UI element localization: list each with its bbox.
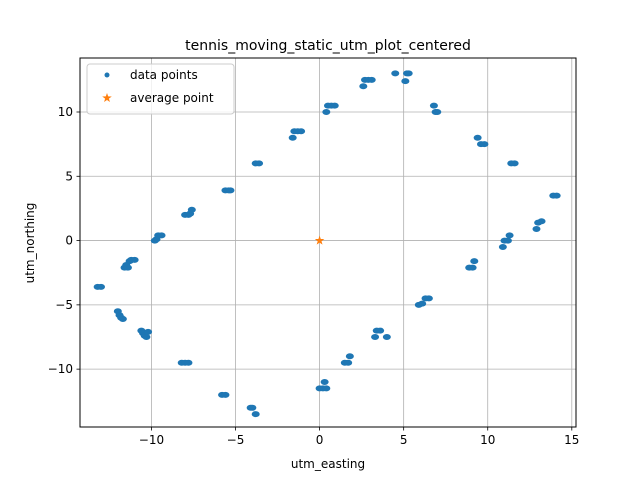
- x-tick-label: 15: [564, 433, 579, 447]
- data-point: [157, 232, 166, 239]
- x-tick-label: 0: [316, 433, 324, 447]
- data-point: [221, 391, 230, 398]
- legend-box: [86, 63, 235, 115]
- data-point: [376, 327, 385, 334]
- chart-title: tennis_moving_static_utm_plot_centered: [185, 38, 471, 54]
- data-point: [404, 70, 413, 77]
- data-point: [510, 160, 519, 167]
- data-point: [418, 300, 427, 307]
- y-tick-label: 5: [65, 169, 73, 183]
- data-point: [537, 218, 546, 225]
- data-point: [382, 334, 391, 340]
- legend: data points average point: [86, 63, 235, 115]
- data-point: [251, 411, 260, 418]
- data-point: [123, 264, 132, 271]
- data-point: [322, 109, 331, 115]
- plot-frame: [79, 57, 577, 428]
- legend-marker-average-point: [102, 93, 112, 103]
- y-tick-label: 0: [65, 234, 73, 248]
- data-point: [226, 187, 235, 194]
- data-point: [503, 237, 512, 244]
- data-point: [344, 359, 353, 366]
- data-point: [97, 283, 106, 290]
- x-tick-label: 5: [400, 433, 408, 447]
- data-point: [118, 316, 127, 322]
- y-axis-label: utm_northing: [23, 203, 37, 284]
- legend-label-data-points: data points: [130, 68, 198, 82]
- y-tick-label: −10: [48, 362, 73, 376]
- data-point: [130, 256, 139, 263]
- x-tick-label: −10: [139, 433, 164, 447]
- data-point: [473, 134, 482, 141]
- data-point: [255, 160, 264, 167]
- data-point: [367, 76, 376, 83]
- data-point: [401, 78, 410, 85]
- data-point: [345, 353, 354, 360]
- data-point: [288, 134, 297, 141]
- y-tick-label: −5: [55, 298, 73, 312]
- data-point: [187, 206, 196, 213]
- data-point: [391, 70, 400, 77]
- data-marks: [93, 70, 561, 418]
- data-point: [297, 128, 306, 135]
- data-point: [184, 359, 193, 366]
- data-point: [359, 83, 368, 90]
- data-point: [330, 102, 339, 109]
- data-point: [142, 334, 151, 340]
- legend-marker-data-points: [104, 72, 110, 78]
- data-point: [470, 258, 479, 265]
- x-tick-label: 10: [480, 433, 495, 447]
- data-point: [371, 334, 380, 340]
- data-point: [424, 295, 433, 302]
- data-point: [505, 232, 514, 239]
- x-axis-label: utm_easting: [291, 457, 365, 471]
- data-point: [433, 109, 442, 115]
- data-point: [322, 385, 331, 392]
- y-tick-label: 10: [58, 105, 73, 119]
- legend-label-average-point: average point: [130, 91, 214, 105]
- x-tick-label: −5: [227, 433, 245, 447]
- data-point: [552, 192, 561, 199]
- x-axis-ticks: −10 −5 0 5 10 15: [139, 427, 579, 447]
- data-point: [498, 244, 507, 250]
- data-point: [468, 264, 477, 271]
- average-point-marker: [314, 235, 325, 245]
- data-point: [320, 379, 329, 385]
- data-point: [144, 328, 153, 335]
- data-point: [532, 226, 541, 232]
- data-point: [429, 102, 438, 109]
- y-axis-ticks: −10 −5 0 5 10: [48, 105, 80, 376]
- data-point: [480, 141, 489, 148]
- data-point: [248, 404, 257, 411]
